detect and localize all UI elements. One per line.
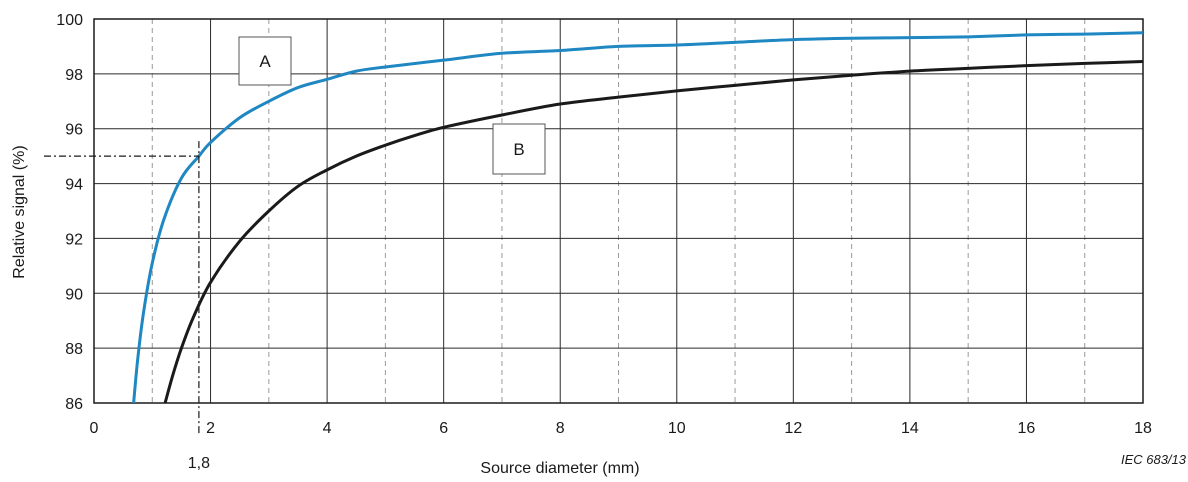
series-label-box-a	[238, 36, 292, 86]
plot-frame	[93, 18, 1144, 404]
marker-x-label: 1,8	[188, 455, 210, 472]
grid	[93, 18, 1144, 404]
tick-labels: 0 2 4 6 8 10 12 14 16 18 86 88 90 92 94 96 98 100	[56, 12, 1152, 437]
series-label-boxes: AB	[238, 36, 546, 175]
x-tick-label: 6	[439, 420, 448, 437]
x-tick-label: 2	[206, 420, 215, 437]
y-tick-label: 88	[65, 341, 83, 358]
series-line-b	[163, 60, 1144, 404]
x-tick-label: 18	[1134, 420, 1152, 437]
series-line-a	[132, 31, 1144, 404]
series-label-a: A	[259, 52, 271, 71]
x-tick-label: 8	[556, 420, 565, 437]
y-tick-label: 94	[65, 177, 83, 194]
y-tick-label: 96	[65, 122, 83, 139]
figure-reference: IEC 683/13	[1121, 452, 1187, 467]
x-tick-label: 4	[323, 420, 332, 437]
series-label-box-b	[492, 123, 546, 175]
x-tick-label: 14	[901, 420, 919, 437]
y-tick-label: 90	[65, 286, 83, 303]
y-tick-label: 86	[65, 396, 83, 413]
marker-lines: 1,8	[44, 141, 210, 472]
y-tick-label: 100	[56, 12, 83, 29]
y-axis-label: Relative signal (%)	[11, 145, 28, 278]
y-tick-label: 92	[65, 231, 83, 248]
x-tick-label: 12	[784, 420, 802, 437]
x-tick-label: 10	[668, 420, 686, 437]
y-tick-label: 98	[65, 67, 83, 84]
x-axis-label: Source diameter (mm)	[480, 460, 639, 477]
x-tick-label: 0	[90, 420, 99, 437]
series-label-b: B	[513, 140, 524, 159]
x-tick-label: 16	[1018, 420, 1036, 437]
series-group	[132, 31, 1144, 404]
